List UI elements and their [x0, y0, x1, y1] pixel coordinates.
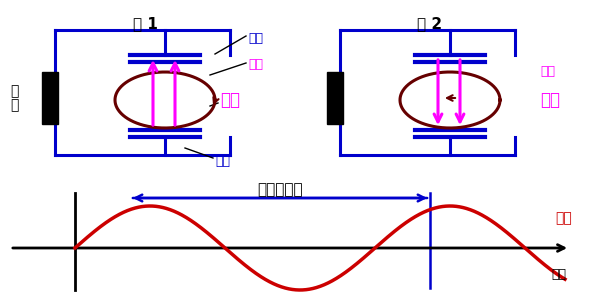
- Text: 電流: 電流: [540, 65, 555, 78]
- Text: １サイクル: １サイクル: [257, 182, 303, 197]
- Text: 図 1: 図 1: [133, 16, 157, 31]
- Text: 図 2: 図 2: [418, 16, 443, 31]
- Text: 電
池: 電 池: [10, 84, 18, 112]
- Text: 電極: 電極: [215, 155, 230, 168]
- Text: 磁場: 磁場: [540, 91, 560, 109]
- Text: 電極: 電極: [248, 32, 263, 45]
- Text: 電流: 電流: [248, 58, 263, 71]
- Bar: [42, 72, 58, 124]
- Text: 電界: 電界: [555, 211, 572, 225]
- Bar: [327, 72, 343, 124]
- Text: 時間: 時間: [551, 268, 566, 281]
- Text: 磁場: 磁場: [220, 91, 240, 109]
